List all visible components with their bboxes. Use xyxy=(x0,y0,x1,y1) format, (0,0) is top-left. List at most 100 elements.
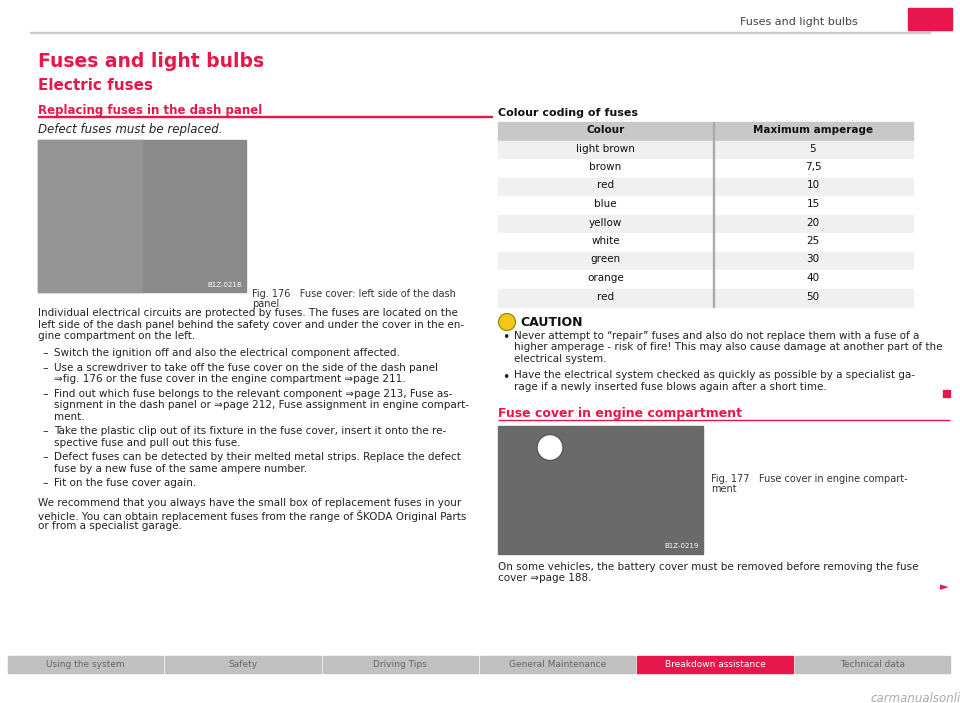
Text: B1Z-0219: B1Z-0219 xyxy=(664,543,699,550)
Text: cover ⇒page 188.: cover ⇒page 188. xyxy=(498,573,591,583)
Text: 20: 20 xyxy=(806,217,820,228)
Bar xyxy=(498,233,913,252)
Text: Fig. 177   Fuse cover in engine compart-: Fig. 177 Fuse cover in engine compart- xyxy=(711,474,907,484)
Bar xyxy=(713,122,714,307)
Text: blue: blue xyxy=(594,199,617,209)
Bar xyxy=(943,389,950,396)
Bar xyxy=(637,656,793,673)
Text: Safety: Safety xyxy=(228,660,257,669)
Text: –: – xyxy=(42,427,48,437)
Text: Individual electrical circuits are protected by fuses. The fuses are located on : Individual electrical circuits are prote… xyxy=(38,308,458,318)
Text: brown: brown xyxy=(589,162,622,172)
Bar xyxy=(323,656,478,673)
Text: higher amperage - risk of fire! This may also cause damage at another part of th: higher amperage - risk of fire! This may… xyxy=(514,342,943,352)
Text: Fuses and light bulbs: Fuses and light bulbs xyxy=(38,52,264,71)
Bar xyxy=(498,270,913,288)
Text: •: • xyxy=(502,370,510,384)
Text: orange: orange xyxy=(588,273,624,283)
Text: A: A xyxy=(544,439,556,453)
Text: yellow: yellow xyxy=(588,217,622,228)
Text: –: – xyxy=(42,389,48,399)
Text: 15: 15 xyxy=(806,199,820,209)
Text: B1Z-0218: B1Z-0218 xyxy=(207,282,242,288)
Text: Breakdown assistance: Breakdown assistance xyxy=(664,660,765,669)
Text: Colour coding of fuses: Colour coding of fuses xyxy=(498,108,638,118)
Text: •: • xyxy=(502,331,510,344)
Text: Electric fuses: Electric fuses xyxy=(38,78,153,93)
Text: 50: 50 xyxy=(806,292,820,302)
Text: Defect fuses can be detected by their melted metal strips. Replace the defect: Defect fuses can be detected by their me… xyxy=(54,453,461,463)
Bar xyxy=(38,140,142,292)
Text: Fuse cover in engine compartment: Fuse cover in engine compartment xyxy=(498,406,742,420)
Text: left side of the dash panel behind the safety cover and under the cover in the e: left side of the dash panel behind the s… xyxy=(38,319,464,330)
Text: Never attempt to “repair” fuses and also do not replace them with a fuse of a: Never attempt to “repair” fuses and also… xyxy=(514,331,920,341)
Text: red: red xyxy=(597,181,614,191)
Text: –: – xyxy=(42,453,48,463)
Circle shape xyxy=(498,314,516,330)
Bar xyxy=(480,656,636,673)
Bar xyxy=(498,122,913,141)
Bar xyxy=(908,8,952,30)
Text: Switch the ignition off and also the electrical component affected.: Switch the ignition off and also the ele… xyxy=(54,349,400,359)
Bar xyxy=(498,159,913,177)
Bar xyxy=(498,214,913,233)
Text: Driving Tips: Driving Tips xyxy=(373,660,427,669)
Text: General Maintenance: General Maintenance xyxy=(509,660,607,669)
Circle shape xyxy=(537,434,563,460)
Text: !: ! xyxy=(504,316,510,329)
Text: Technical data: Technical data xyxy=(840,660,905,669)
Bar xyxy=(30,32,930,33)
Bar xyxy=(38,116,492,117)
Text: rage if a newly inserted fuse blows again after a short time.: rage if a newly inserted fuse blows agai… xyxy=(514,382,827,392)
Text: panel: panel xyxy=(252,299,279,309)
Text: gine compartment on the left.: gine compartment on the left. xyxy=(38,331,195,341)
Text: Find out which fuse belongs to the relevant component ⇒page 213, Fuse as-: Find out which fuse belongs to the relev… xyxy=(54,389,452,399)
Text: –: – xyxy=(42,349,48,359)
Bar xyxy=(498,252,913,270)
Text: ment: ment xyxy=(711,484,736,494)
Text: ⇒fig. 176 or the fuse cover in the engine compartment ⇒page 211.: ⇒fig. 176 or the fuse cover in the engin… xyxy=(54,375,406,385)
Text: Maximum amperage: Maximum amperage xyxy=(753,125,873,135)
Text: Colour: Colour xyxy=(587,125,625,135)
Text: 30: 30 xyxy=(806,254,820,264)
Text: green: green xyxy=(590,254,620,264)
Bar xyxy=(165,656,321,673)
Bar xyxy=(498,196,913,214)
Text: electrical system.: electrical system. xyxy=(514,354,607,364)
Text: Take the plastic clip out of its fixture in the fuse cover, insert it onto the r: Take the plastic clip out of its fixture… xyxy=(54,427,446,437)
Text: Have the electrical system checked as quickly as possible by a specialist ga-: Have the electrical system checked as qu… xyxy=(514,370,915,380)
Text: Defect fuses must be replaced.: Defect fuses must be replaced. xyxy=(38,123,223,136)
Bar xyxy=(38,140,246,292)
Text: carmanualsonline.info: carmanualsonline.info xyxy=(870,692,960,703)
Text: signment in the dash panel or ⇒page 212, Fuse assignment in engine compart-: signment in the dash panel or ⇒page 212,… xyxy=(54,401,469,411)
Text: vehicle. You can obtain replacement fuses from the range of ŠKODA Original Parts: vehicle. You can obtain replacement fuse… xyxy=(38,510,467,522)
Text: We recommend that you always have the small box of replacement fuses in your: We recommend that you always have the sm… xyxy=(38,498,461,508)
Text: 10: 10 xyxy=(806,181,820,191)
Text: Fig. 176   Fuse cover: left side of the dash: Fig. 176 Fuse cover: left side of the da… xyxy=(252,289,456,299)
Text: ment.: ment. xyxy=(54,412,84,422)
Bar xyxy=(795,656,950,673)
Bar xyxy=(498,288,913,307)
Text: CAUTION: CAUTION xyxy=(520,316,583,329)
Text: or from a specialist garage.: or from a specialist garage. xyxy=(38,521,181,531)
Bar xyxy=(8,656,163,673)
Bar xyxy=(498,141,913,159)
Text: Fuses and light bulbs: Fuses and light bulbs xyxy=(740,17,857,27)
Text: white: white xyxy=(591,236,620,246)
Text: Fit on the fuse cover again.: Fit on the fuse cover again. xyxy=(54,479,196,489)
Text: red: red xyxy=(597,292,614,302)
Text: fuse by a new fuse of the same ampere number.: fuse by a new fuse of the same ampere nu… xyxy=(54,464,307,474)
Text: 211: 211 xyxy=(916,12,945,26)
Text: Replacing fuses in the dash panel: Replacing fuses in the dash panel xyxy=(38,104,262,117)
Text: light brown: light brown xyxy=(576,143,635,153)
Text: 25: 25 xyxy=(806,236,820,246)
Text: –: – xyxy=(42,363,48,373)
Text: 40: 40 xyxy=(806,273,820,283)
Text: 7,5: 7,5 xyxy=(804,162,822,172)
Text: –: – xyxy=(42,479,48,489)
Text: spective fuse and pull out this fuse.: spective fuse and pull out this fuse. xyxy=(54,438,241,448)
Text: Use a screwdriver to take off the fuse cover on the side of the dash panel: Use a screwdriver to take off the fuse c… xyxy=(54,363,438,373)
Text: On some vehicles, the battery cover must be removed before removing the fuse: On some vehicles, the battery cover must… xyxy=(498,562,919,572)
Text: Using the system: Using the system xyxy=(46,660,125,669)
Bar xyxy=(498,177,913,196)
